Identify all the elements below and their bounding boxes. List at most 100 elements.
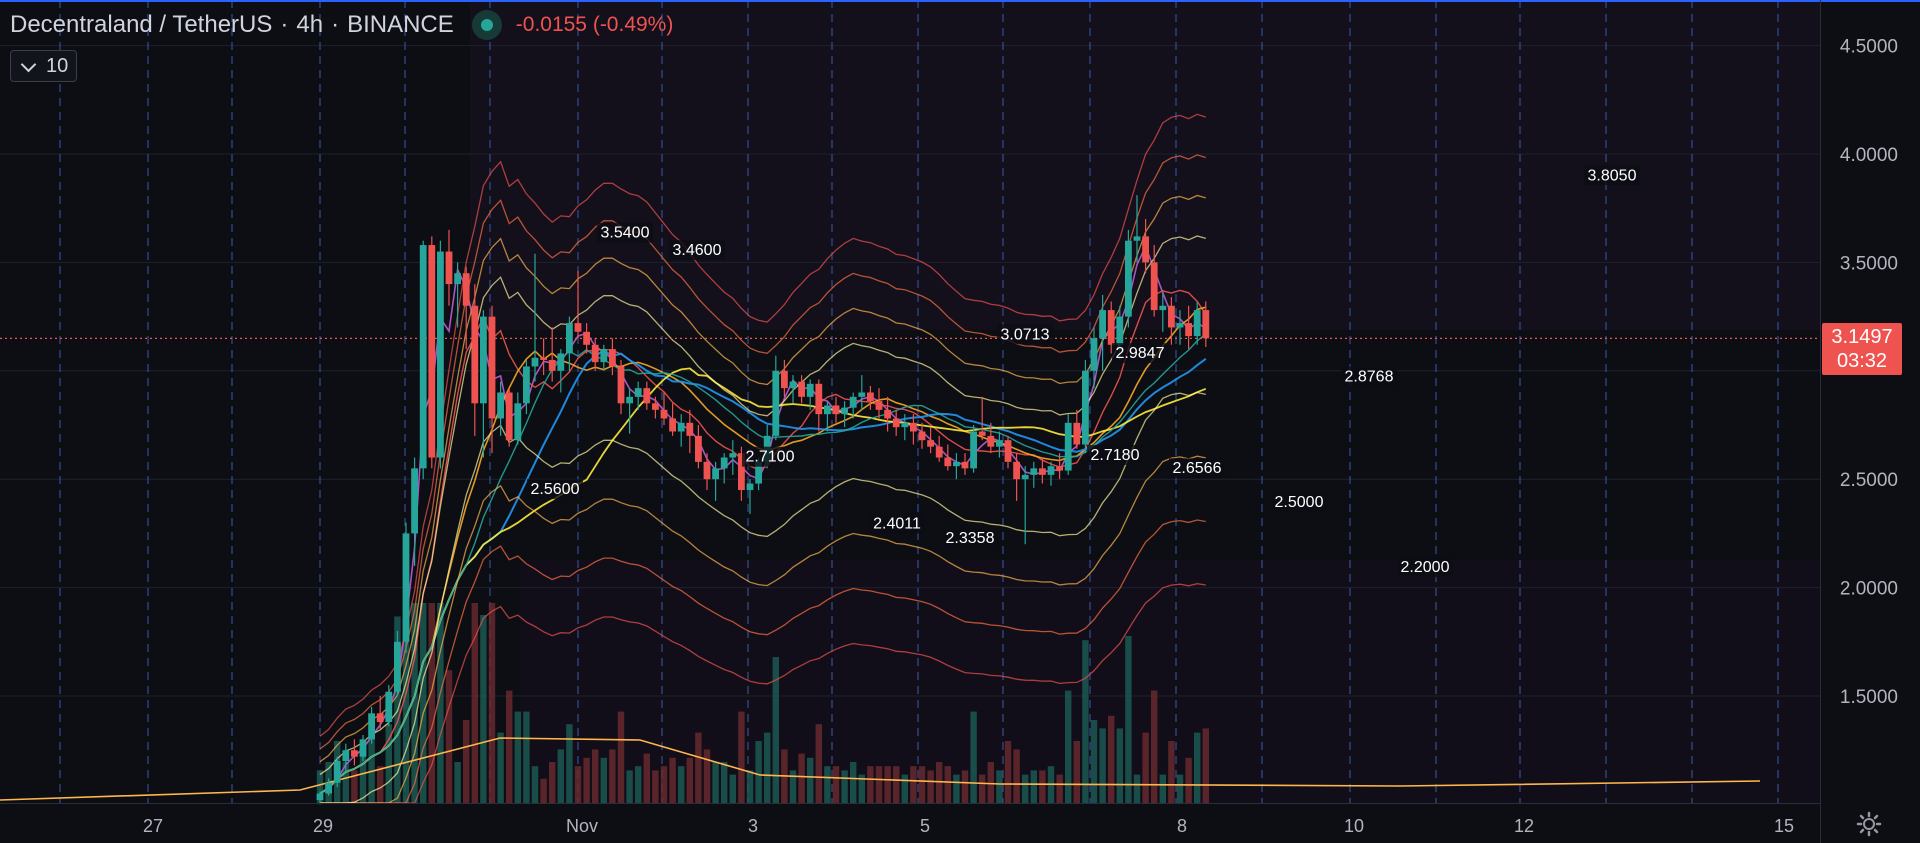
- price-change: -0.0155 (-0.49%): [515, 13, 674, 36]
- volume-bar: [1185, 757, 1192, 803]
- price-annotation: 2.8768: [1341, 366, 1397, 387]
- candle-body: [351, 750, 358, 757]
- volume-bar: [660, 766, 668, 803]
- candle-body: [781, 370, 788, 389]
- volume-bar: [463, 720, 470, 803]
- price-axis-label: 4.0000: [1840, 145, 1898, 166]
- volume-bar: [497, 732, 504, 803]
- candle-body: [910, 422, 917, 432]
- last-price-label: 3.1497 03:32: [1822, 323, 1902, 375]
- volume-bar: [1099, 728, 1106, 803]
- volume-bar: [669, 757, 676, 803]
- volume-bar: [359, 749, 367, 803]
- annotation-label: 2.7100: [746, 449, 795, 466]
- volume-bar: [1116, 728, 1123, 803]
- volume-bar: [617, 711, 625, 803]
- volume-bar: [514, 711, 521, 803]
- candle-body: [703, 461, 711, 480]
- chart-legend[interactable]: Decentraland / TetherUS · 4h · BINANCE -…: [10, 10, 673, 40]
- volume-bar: [807, 757, 814, 803]
- volume-bar: [600, 757, 607, 803]
- candle-body: [316, 793, 324, 801]
- volume-bar: [678, 766, 685, 803]
- volume-bar: [850, 762, 857, 803]
- volume-bar: [316, 770, 324, 803]
- volume-bar: [1065, 690, 1072, 803]
- candle-body: [677, 422, 685, 432]
- volume-bar: [1013, 749, 1020, 803]
- volume-bar: [867, 766, 874, 803]
- candle-body: [815, 383, 823, 415]
- candle-body: [712, 468, 719, 480]
- price-annotation: 2.7100: [742, 446, 798, 467]
- volume-bar: [858, 774, 865, 803]
- indicators-toggle-button[interactable]: 10: [10, 50, 78, 82]
- volume-bar: [815, 724, 822, 803]
- volume-bar: [953, 774, 960, 803]
- candle-body: [669, 418, 676, 432]
- price-axis-label: 4.5000: [1840, 37, 1898, 58]
- candle-body: [849, 396, 857, 408]
- volume-bar: [342, 762, 349, 803]
- envelope-line-dn: [320, 455, 1206, 804]
- candle-body: [927, 440, 934, 447]
- annotation-label: 2.3358: [946, 530, 995, 547]
- volume-bar: [540, 778, 547, 803]
- volume-bar: [901, 774, 908, 803]
- volume-bar: [721, 762, 728, 803]
- volume-bar: [411, 603, 418, 803]
- annotation-bg: [1584, 165, 1640, 186]
- interval[interactable]: 4h: [296, 11, 324, 38]
- volume-bar: [506, 690, 513, 803]
- candle-body: [1004, 440, 1012, 462]
- chart-grid: [0, 0, 1820, 803]
- candle-body: [445, 251, 453, 285]
- top-accent-line: [0, 0, 1920, 2]
- candle-body: [523, 366, 530, 404]
- candle-body: [488, 316, 496, 419]
- annotation-bg: [1087, 444, 1143, 465]
- candle-body: [1064, 422, 1072, 471]
- candle-body: [918, 431, 926, 441]
- volume-bar: [1159, 774, 1166, 803]
- time-axis: 27 29 Nov 3 5 8 10 12 15: [143, 816, 1794, 836]
- candle-body: [1030, 468, 1038, 475]
- candle-body: [1021, 474, 1029, 480]
- volume-bar: [488, 603, 496, 803]
- annotation-bg: [669, 240, 725, 261]
- volume-bar: [686, 757, 693, 803]
- price-annotation: 2.2000: [1397, 557, 1453, 578]
- candle-body: [987, 435, 995, 447]
- candle-body: [867, 392, 874, 402]
- volume-bar: [764, 732, 771, 803]
- candle-body: [428, 245, 436, 458]
- price-annotation: 2.4011: [869, 513, 925, 534]
- annotation-bg: [742, 446, 798, 467]
- candle-body: [772, 370, 780, 436]
- annotation-bg: [1169, 458, 1225, 479]
- envelope-line-dn: [320, 583, 1206, 804]
- candle-body: [1090, 338, 1098, 371]
- candle-body: [609, 349, 616, 367]
- price-annotation: 3.4600: [669, 240, 725, 261]
- moving-averages: [0, 113, 1820, 804]
- symbol-pair[interactable]: Decentraland / TetherUS: [10, 11, 273, 38]
- candle-body: [1047, 466, 1055, 475]
- volume-bar: [635, 766, 642, 803]
- volume-bar: [918, 766, 926, 803]
- volume-bar: [523, 711, 530, 803]
- candle-body: [376, 713, 384, 723]
- candle-body: [600, 349, 608, 363]
- annotation-label: 3.0713: [1001, 326, 1050, 343]
- annotation-label: 3.8050: [1588, 167, 1637, 184]
- volume-bar: [420, 603, 427, 803]
- volume-bar: [987, 762, 994, 803]
- candle-body: [901, 422, 909, 428]
- candle-body: [996, 440, 1003, 447]
- price-axis: 4.5000 4.0000 3.5000 2.5000 2.0000 1.5000: [1840, 37, 1898, 708]
- gear-icon[interactable]: [1856, 811, 1882, 837]
- candle-body: [342, 750, 350, 762]
- annotation-bg: [942, 527, 998, 548]
- envelope-bands: [0, 0, 1820, 803]
